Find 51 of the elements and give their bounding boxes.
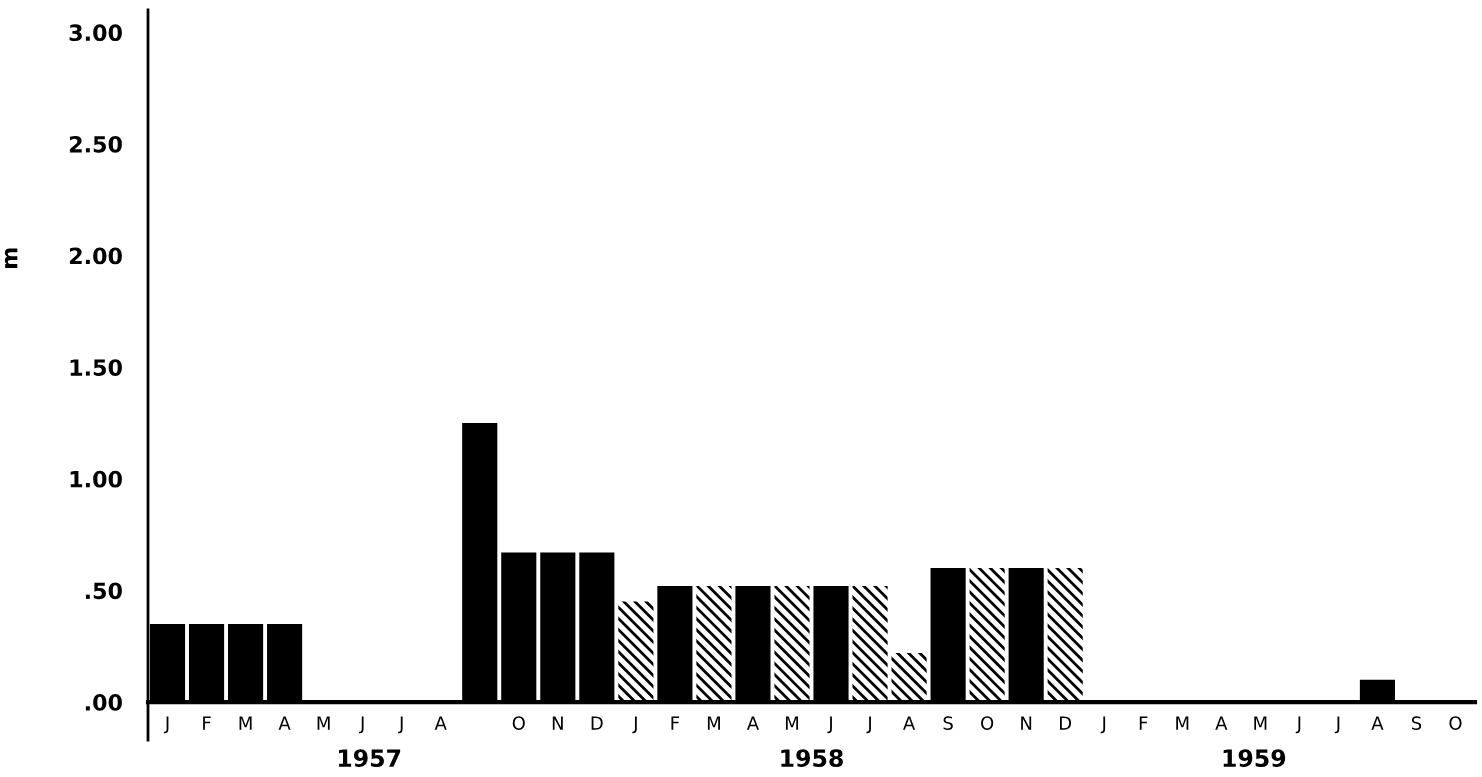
y-axis-title: m (4, 248, 18, 268)
x-tick-label: O (981, 716, 994, 730)
x-tick-label: M (1176, 716, 1189, 730)
x-tick-label: J (398, 716, 403, 734)
y-tick-label: 3.00 (69, 24, 122, 42)
x-tick-label: J (163, 716, 169, 734)
x-tick-label: F (203, 716, 211, 730)
x-tick-label: S (943, 716, 953, 730)
x-tick-label: M (707, 716, 720, 730)
x-tick-label: A (1215, 716, 1228, 730)
x-tick-label: J (632, 716, 637, 734)
x-tick-label: J (1295, 716, 1301, 734)
x-tick-label: J (1100, 716, 1106, 734)
x-tick-label: A (434, 716, 447, 730)
x-tick-label: S (1411, 716, 1422, 730)
x-tick-label: M (317, 716, 330, 730)
bar (618, 601, 654, 703)
y-tick-label: 1.50 (70, 359, 122, 376)
x-tick-label: J (1334, 716, 1340, 734)
x-tick-label: N (552, 716, 563, 730)
x-tick-label: A (746, 716, 759, 730)
x-tick-label: N (1021, 716, 1032, 730)
x-tick-label: O (1449, 716, 1462, 730)
text: 1958 (781, 749, 843, 768)
x-tick-label: O (512, 716, 525, 730)
x-tick-label: J (866, 716, 871, 734)
x-tick-label: D (1060, 716, 1072, 730)
y-tick-label: 2.00 (69, 247, 122, 265)
y-tick-label: 1.00 (70, 470, 122, 488)
bar (774, 585, 810, 703)
bar (1047, 568, 1083, 703)
bar (969, 568, 1005, 703)
text: 1959 (1223, 749, 1286, 768)
x-tick-label: F (671, 716, 680, 730)
bar (891, 652, 927, 703)
bar (852, 585, 888, 703)
x-tick-label: M (239, 716, 252, 730)
x-tick-label: A (278, 716, 291, 730)
x-tick-label: A (903, 716, 916, 730)
x-tick-label: M (1254, 716, 1267, 730)
x-tick-label: D (591, 716, 603, 730)
y-tick-label: .50 (85, 582, 122, 600)
y-tick-label: 2.50 (69, 135, 122, 153)
x-tick-label: A (1371, 716, 1384, 730)
text: 1957 (338, 749, 401, 768)
x-tick-label: J (827, 716, 832, 734)
x-tick-label: F (1139, 716, 1148, 730)
x-tick-label: J (359, 716, 364, 734)
bar (696, 585, 732, 703)
x-tick-label: M (785, 716, 799, 730)
y-tick-label: .00 (85, 694, 122, 711)
